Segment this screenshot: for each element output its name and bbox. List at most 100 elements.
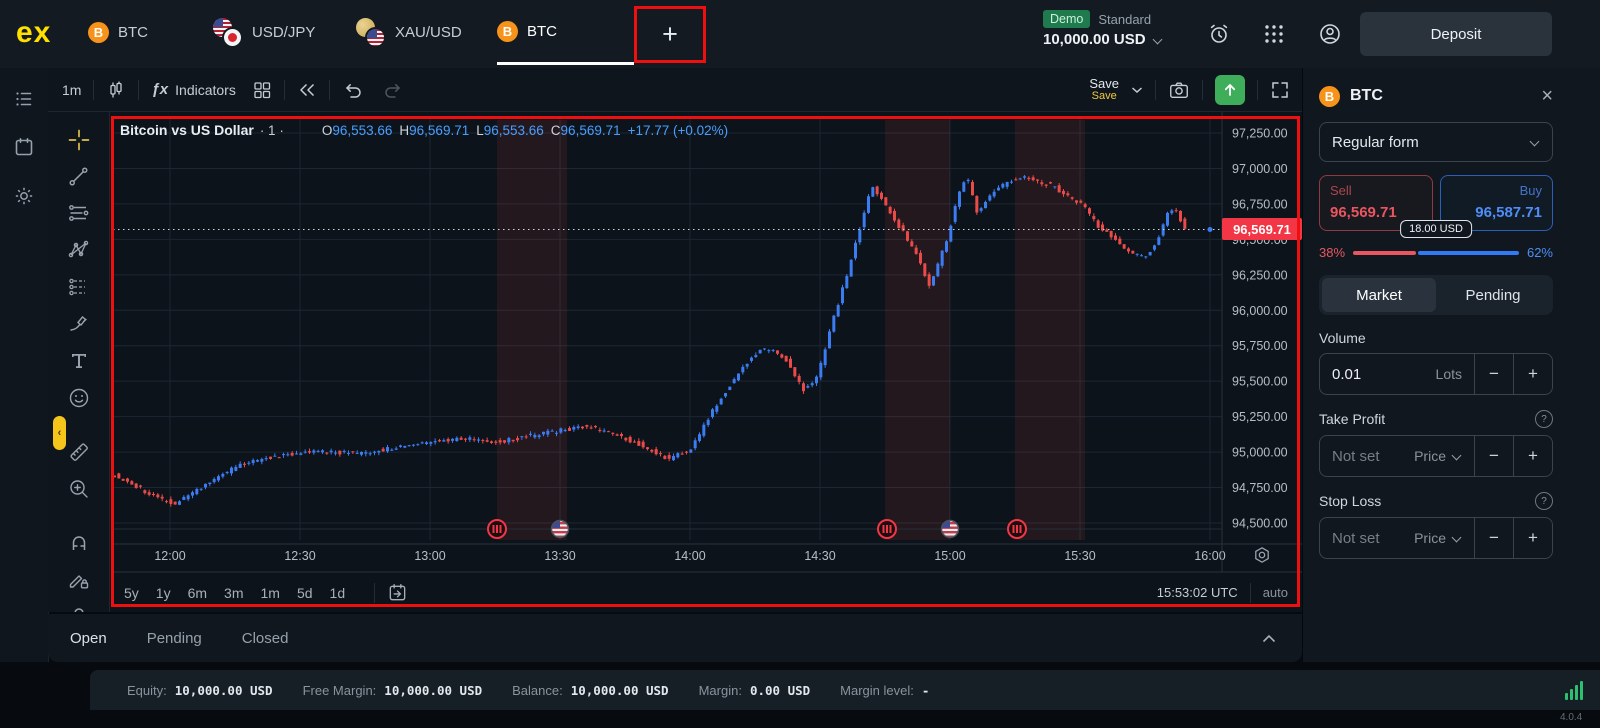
instrument-tab-usdjpy[interactable]: USD/JPY — [213, 0, 315, 65]
take-profit-mode-select[interactable]: Price — [1414, 448, 1462, 464]
svg-text:97,000.00: 97,000.00 — [1232, 162, 1288, 176]
range-1d[interactable]: 1d — [329, 584, 346, 601]
volume-field: 0.01 Lots − + — [1319, 353, 1553, 395]
tab-label: XAU/USD — [395, 24, 462, 41]
tab-label: USD/JPY — [252, 24, 316, 41]
chevron-down-icon — [1452, 533, 1462, 543]
auto-scale-toggle[interactable]: auto — [1262, 585, 1288, 600]
crosshair-tool-icon[interactable] — [67, 128, 91, 152]
save-button[interactable]: Save Save — [1089, 75, 1119, 102]
range-1m[interactable]: 1m — [260, 584, 280, 601]
take-profit-decrease-button[interactable]: − — [1474, 436, 1513, 476]
take-profit-increase-button[interactable]: + — [1513, 436, 1552, 476]
candlestick-chart[interactable]: 12:00 12:30 13:00 13:30 14:00 14:30 15:00 15:30… — [110, 112, 1302, 612]
collapse-panel-icon[interactable] — [1262, 634, 1276, 643]
signal-bars-icon[interactable] — [1565, 681, 1583, 700]
stop-loss-decrease-button[interactable]: − — [1474, 518, 1513, 558]
range-3m[interactable]: 3m — [224, 584, 244, 601]
indicators-button[interactable]: ƒx Indicators — [151, 81, 236, 98]
fullscreen-icon[interactable] — [1270, 80, 1290, 100]
tab-market[interactable]: Market — [1322, 278, 1436, 312]
volume-unit-select[interactable]: Lots — [1435, 366, 1462, 382]
buy-price: 96,587.71 — [1475, 204, 1542, 221]
form-type-select[interactable]: Regular form — [1319, 122, 1553, 162]
svg-text:96,750.00: 96,750.00 — [1232, 197, 1288, 211]
instrument-tab-xauusd[interactable]: XAU/USD — [356, 0, 462, 65]
svg-text:94,500.00: 94,500.00 — [1232, 516, 1288, 530]
svg-text:15:30: 15:30 — [1064, 549, 1095, 563]
svg-text:12:00: 12:00 — [154, 549, 185, 563]
goto-date-icon[interactable] — [387, 582, 408, 603]
add-instrument-button[interactable]: + — [662, 18, 678, 49]
buy-percent: 62% — [1526, 245, 1553, 260]
orders-tab-closed[interactable]: Closed — [241, 629, 289, 647]
candles-icon[interactable] — [106, 80, 126, 100]
range-5d[interactable]: 5d — [296, 584, 313, 601]
timeframe-button[interactable]: 1m — [62, 81, 82, 98]
account-status-bar: Equity: 10,000.00 USD Free Margin: 10,000.… — [90, 670, 1600, 710]
stop-loss-increase-button[interactable]: + — [1513, 518, 1552, 558]
apps-grid-icon[interactable] — [1262, 22, 1286, 46]
calendar-icon[interactable] — [13, 136, 35, 158]
xabcd-pattern-tool-icon[interactable] — [67, 238, 91, 262]
ohlc-change: +17.77 (+0.02%) — [627, 123, 729, 138]
zoom-in-tool-icon[interactable] — [67, 477, 91, 501]
sentiment-buy-bar — [1418, 250, 1519, 255]
close-icon[interactable]: × — [1541, 85, 1553, 107]
svg-text:14:30: 14:30 — [804, 549, 835, 563]
bar-replay-up-icon[interactable] — [1215, 74, 1245, 105]
text-tool-icon[interactable] — [67, 349, 91, 373]
app-version: 4.0.4 — [1560, 712, 1583, 723]
svg-text:13:00: 13:00 — [414, 549, 445, 563]
help-icon[interactable]: ? — [1535, 492, 1553, 510]
instrument-tab-btc-active[interactable]: B BTC — [497, 0, 634, 65]
svg-text:96,000.00: 96,000.00 — [1232, 304, 1288, 318]
range-1y[interactable]: 1y — [155, 584, 171, 601]
settings-gear-icon[interactable] — [13, 185, 35, 207]
layout-grid-icon[interactable] — [252, 80, 272, 100]
stop-loss-field: Not set Price − + — [1319, 517, 1553, 559]
instrument-tab-btc[interactable]: B BTC — [88, 0, 148, 65]
svg-text:14:00: 14:00 — [674, 549, 705, 563]
parallel-lines-tool-icon[interactable] — [67, 201, 91, 225]
balance-value: 10,000.00 USD — [570, 682, 669, 698]
volume-label: Volume — [1319, 330, 1366, 346]
undo-icon[interactable] — [342, 79, 364, 101]
magnet-tool-icon[interactable] — [67, 531, 91, 555]
menu-icon[interactable] — [13, 88, 35, 110]
orders-tab-pending[interactable]: Pending — [146, 629, 202, 647]
brush-tool-icon[interactable] — [67, 312, 91, 336]
stop-loss-mode-select[interactable]: Price — [1414, 530, 1462, 546]
deposit-button[interactable]: Deposit — [1360, 12, 1552, 56]
stop-loss-input[interactable]: Not set — [1332, 529, 1380, 547]
utc-clock[interactable]: 15:53:02 UTC — [1156, 585, 1238, 600]
chevron-down-icon[interactable] — [1131, 86, 1143, 94]
help-icon[interactable]: ? — [1535, 410, 1553, 428]
emoji-tool-icon[interactable] — [67, 386, 91, 410]
draw-lock-tool-icon[interactable] — [67, 568, 91, 592]
exness-logo[interactable]: ex — [16, 16, 52, 49]
range-5y[interactable]: 5y — [124, 584, 139, 601]
alarm-icon[interactable] — [1207, 22, 1231, 46]
toolbar-collapse-handle[interactable]: ‹ — [53, 416, 66, 450]
volume-decrease-button[interactable]: − — [1474, 354, 1513, 394]
lock-tool-icon[interactable] — [67, 605, 91, 612]
camera-icon[interactable] — [1168, 79, 1190, 101]
rewind-icon[interactable] — [297, 80, 317, 100]
volume-input[interactable]: 0.01 — [1332, 365, 1362, 383]
tab-pending[interactable]: Pending — [1465, 286, 1521, 304]
orders-tab-open[interactable]: Open — [70, 629, 107, 647]
margin-level-value: - — [921, 682, 930, 698]
market-hours-gear-icon[interactable] — [1253, 546, 1271, 564]
take-profit-input[interactable]: Not set — [1332, 447, 1380, 465]
redo-icon[interactable] — [382, 79, 404, 101]
account-switcher[interactable]: Demo Standard 10,000.00 USD — [1043, 10, 1163, 48]
chart-area[interactable]: 12:00 12:30 13:00 13:30 14:00 14:30 15:00 15:30… — [110, 112, 1302, 612]
profile-icon[interactable] — [1318, 22, 1342, 46]
ruler-tool-icon[interactable] — [67, 440, 91, 464]
volume-increase-button[interactable]: + — [1513, 354, 1552, 394]
chart-legend: Bitcoin vs US Dollar · 1 · O96,553.66 H9… — [120, 122, 729, 138]
trendline-tool-icon[interactable] — [67, 165, 90, 188]
range-6m[interactable]: 6m — [187, 584, 208, 601]
forecast-tool-icon[interactable] — [67, 275, 91, 299]
